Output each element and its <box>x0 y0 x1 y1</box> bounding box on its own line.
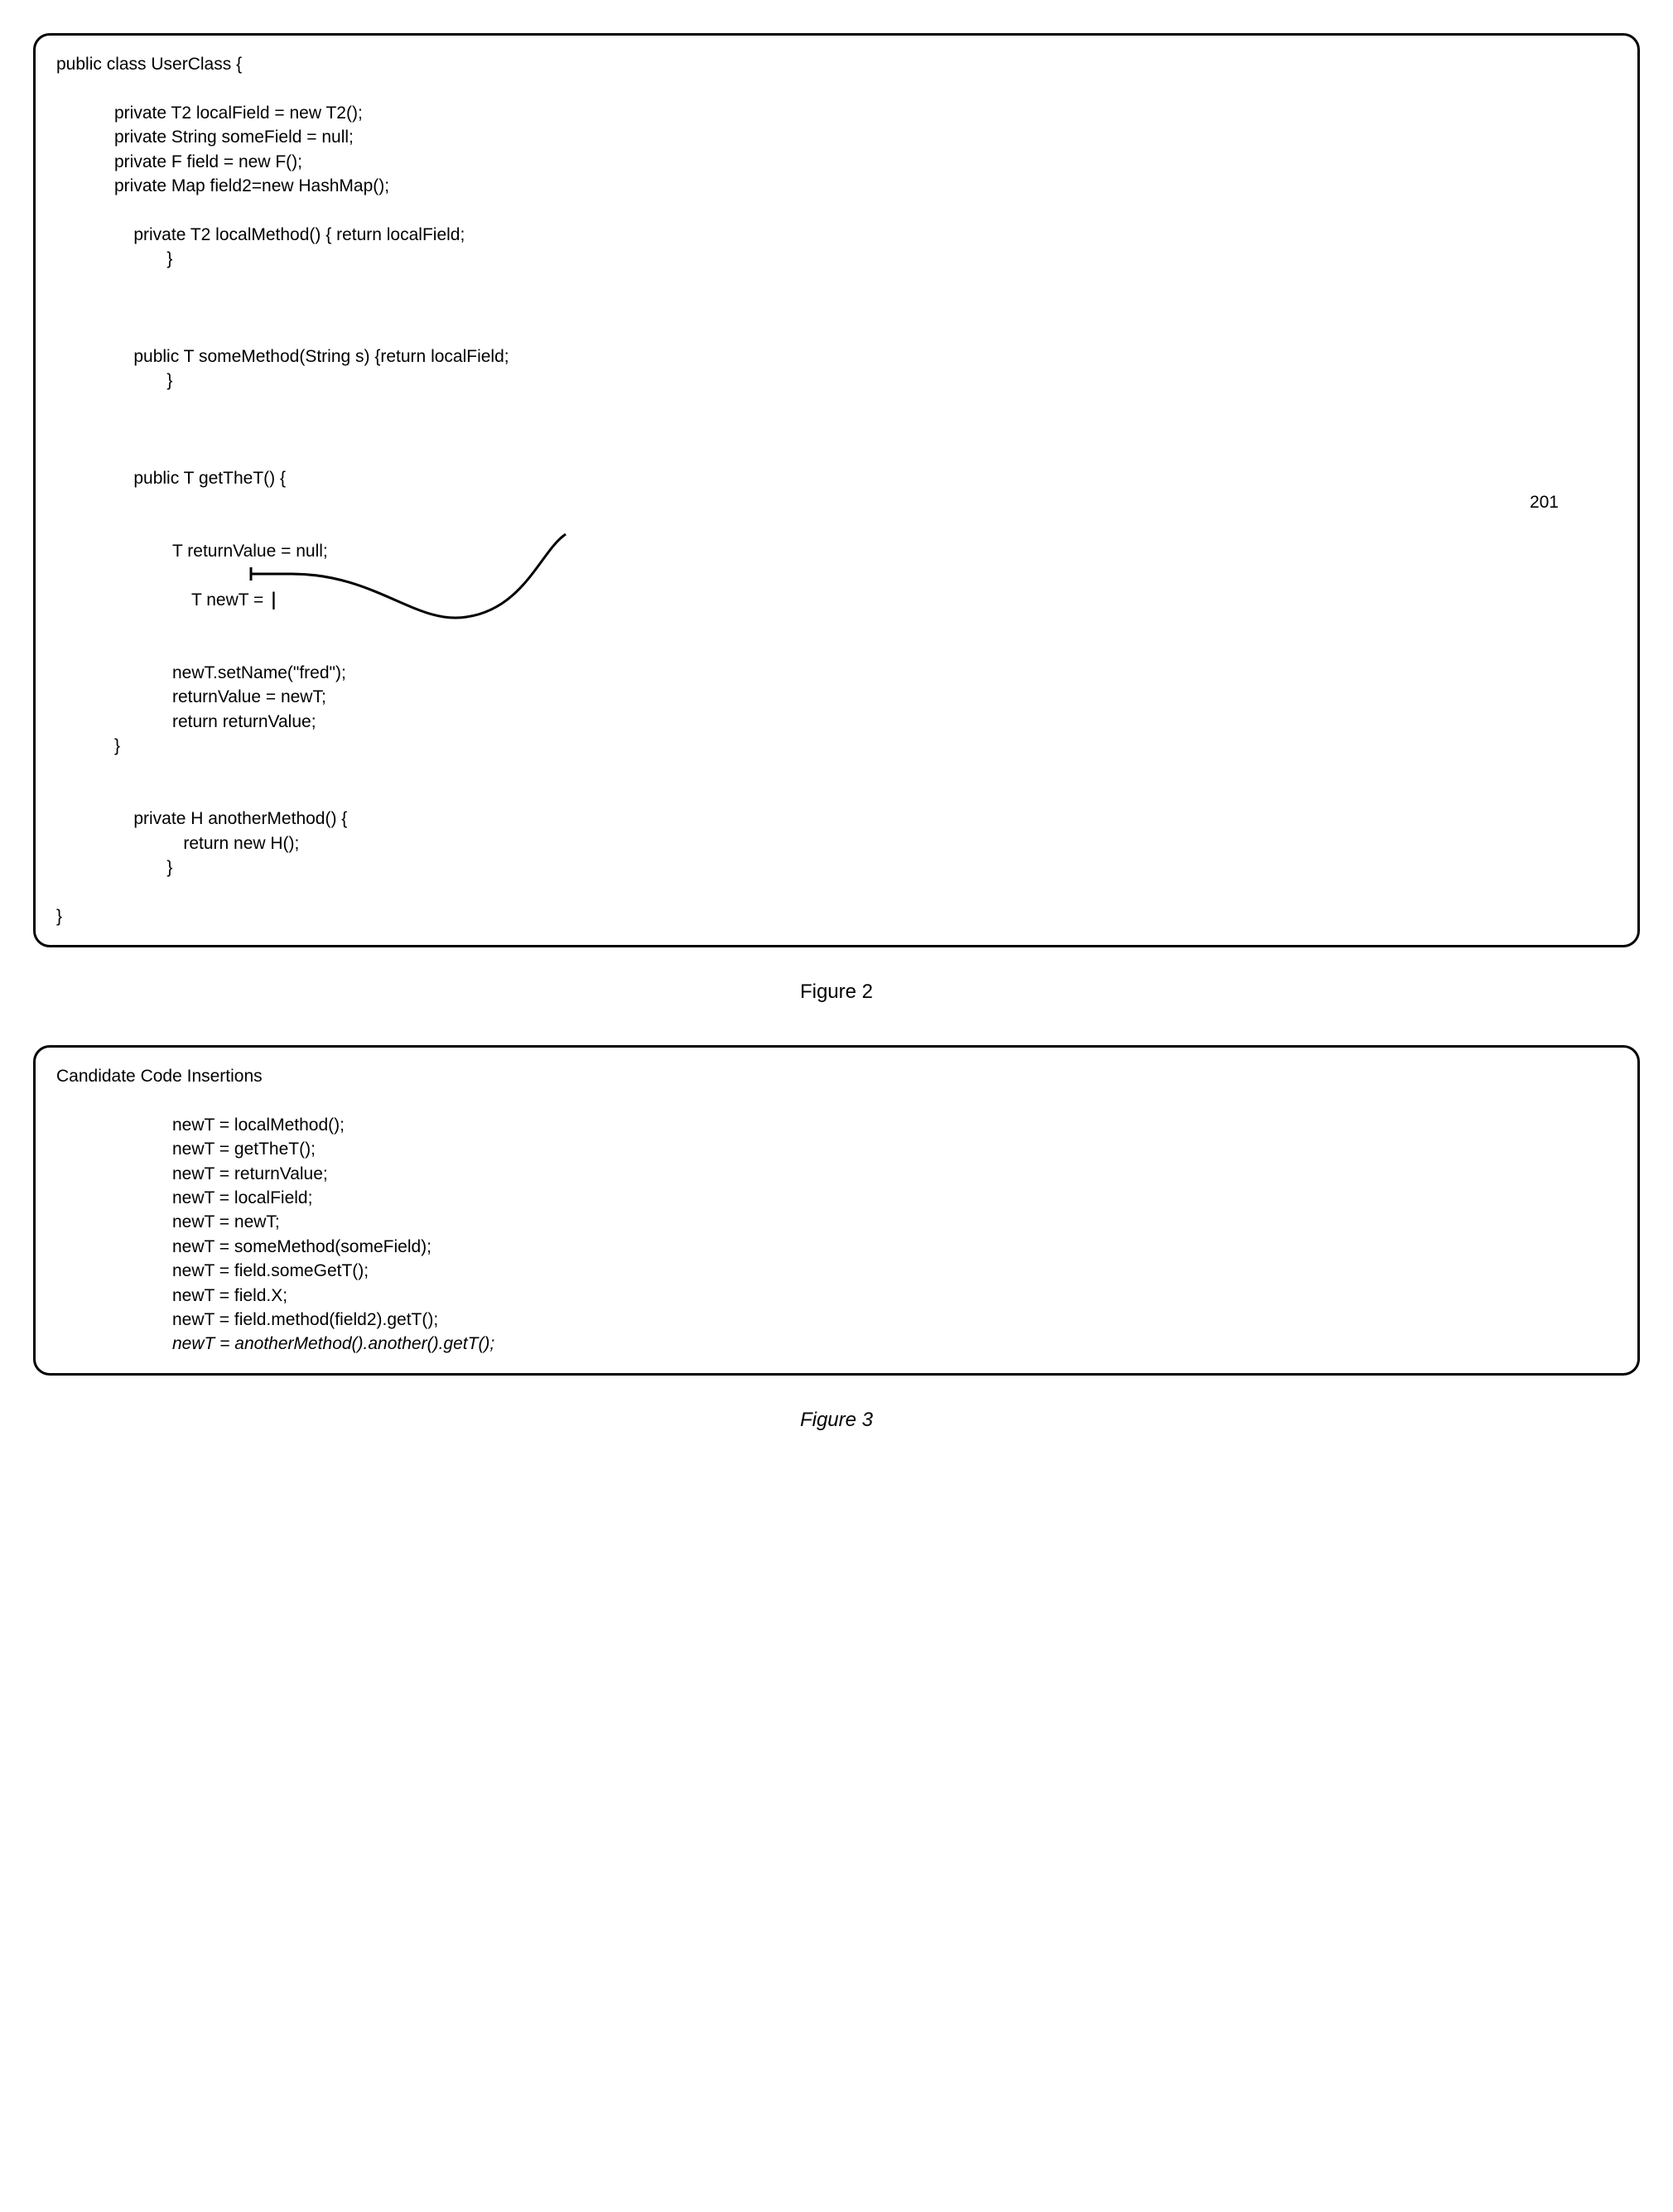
code-line: newT.setName("fred"); <box>56 661 1617 685</box>
code-text: public T someMethod(String s) {return lo… <box>133 347 509 366</box>
cursor-icon: | <box>268 588 279 612</box>
figure-2-caption: Figure 2 <box>33 981 1640 1004</box>
code-line: public class UserClass { <box>56 52 1617 76</box>
candidate-title: Candidate Code Insertions <box>56 1064 1617 1088</box>
candidate-line: newT = anotherMethod().another().getT(); <box>56 1332 1617 1356</box>
blank-line <box>56 1088 1617 1112</box>
candidate-line: newT = field.X; <box>56 1284 1617 1308</box>
code-text: private T2 localMethod() { return localF… <box>133 225 465 244</box>
code-line: } <box>56 904 1617 928</box>
code-line: private T2 localField = new T2(); <box>56 101 1617 125</box>
code-text: T newT = <box>191 590 268 610</box>
code-text: private H anotherMethod() { <box>133 809 347 828</box>
code-line: private T2 localMethod() { return localF… <box>56 198 1617 296</box>
closing-brace: } <box>133 371 172 390</box>
code-text: return new H(); <box>133 834 299 853</box>
code-line: public T someMethod(String s) {return lo… <box>56 320 1617 417</box>
code-line: private Map field2=new HashMap(); <box>56 174 1617 198</box>
candidate-line: newT = getTheT(); <box>56 1137 1617 1161</box>
figure-3-code-box: Candidate Code Insertions newT = localMe… <box>33 1045 1640 1376</box>
candidate-line: newT = field.someGetT(); <box>56 1259 1617 1283</box>
code-line: returnValue = newT; <box>56 685 1617 709</box>
candidate-line: newT = newT; <box>56 1210 1617 1234</box>
candidate-line: newT = returnValue; <box>56 1162 1617 1186</box>
label-201: 201 <box>1530 490 1559 514</box>
figure-3-caption: Figure 3 <box>33 1409 1640 1432</box>
code-line: private F field = new F(); <box>56 150 1617 174</box>
blank-line <box>56 296 1617 320</box>
candidate-line: newT = someMethod(someField); <box>56 1235 1617 1259</box>
candidate-line: newT = localMethod(); <box>56 1113 1617 1137</box>
code-line: T returnValue = null; <box>56 539 1617 563</box>
code-line: private H anotherMethod() { return new H… <box>56 783 1617 904</box>
blank-line <box>56 417 1617 441</box>
candidate-line: newT = field.method(field2).getT(); <box>56 1308 1617 1332</box>
closing-brace: } <box>133 249 172 268</box>
candidate-line: newT = localField; <box>56 1186 1617 1210</box>
cursor-line: T newT = | <box>56 563 1617 661</box>
code-line: private String someField = null; <box>56 125 1617 149</box>
closing-brace: } <box>133 858 172 877</box>
code-line: return returnValue; <box>56 710 1617 734</box>
blank-line <box>56 76 1617 100</box>
blank-line <box>56 758 1617 782</box>
code-line: public T getTheT() { 201 <box>56 441 1617 539</box>
figure-2-code-box: public class UserClass { private T2 loca… <box>33 33 1640 947</box>
code-text: public T getTheT() { <box>133 469 286 488</box>
code-line: } <box>56 734 1617 758</box>
